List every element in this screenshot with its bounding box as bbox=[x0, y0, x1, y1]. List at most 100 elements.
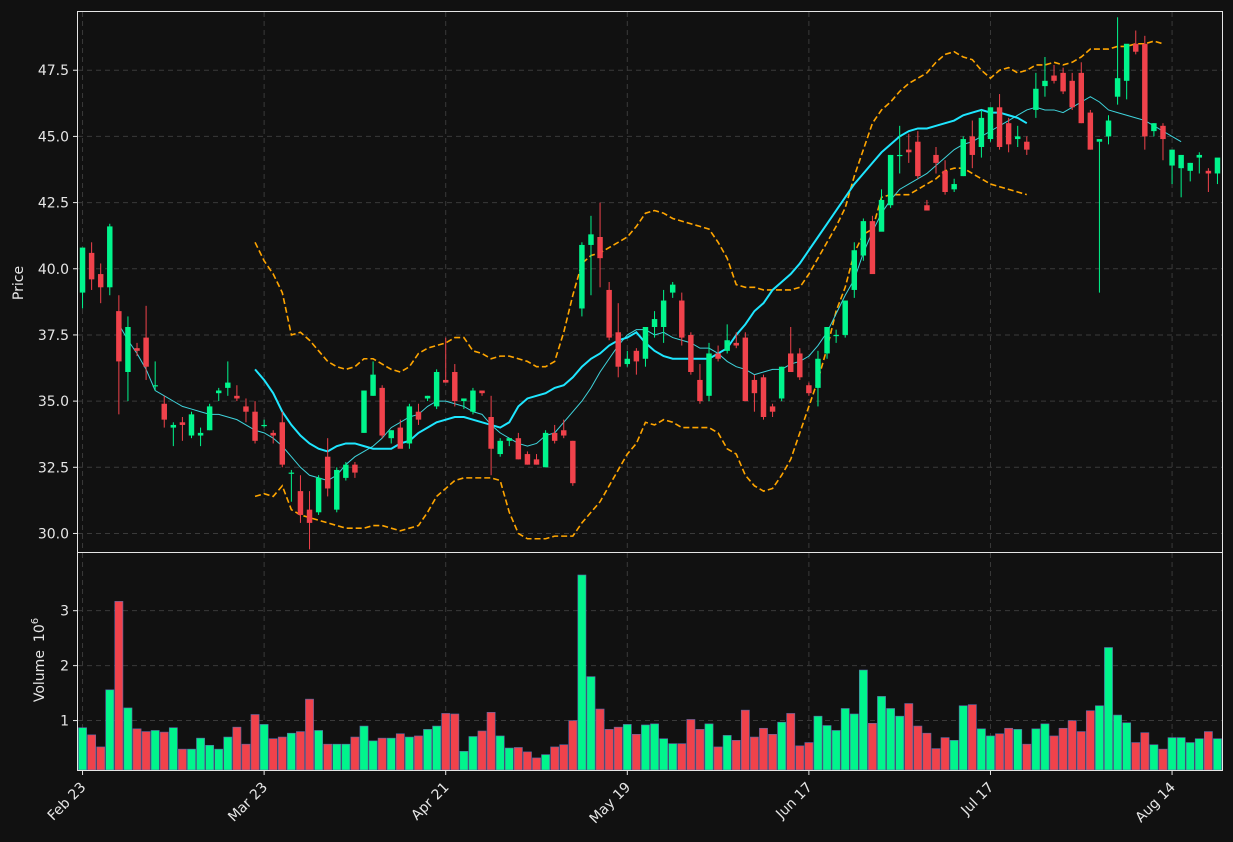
candle-body bbox=[697, 379, 703, 402]
candle-body bbox=[515, 438, 522, 460]
candle-body bbox=[461, 398, 467, 402]
volume-bar bbox=[1058, 727, 1068, 771]
candle-body bbox=[1024, 141, 1030, 150]
volume-bar bbox=[967, 704, 977, 771]
price-tick-label: 42.5 bbox=[38, 196, 69, 212]
volume-bar bbox=[895, 715, 905, 771]
candle-body bbox=[951, 184, 957, 190]
volume-bar bbox=[613, 726, 623, 771]
volume-bar bbox=[604, 729, 614, 771]
volume-bar bbox=[241, 743, 251, 771]
volume-bar bbox=[595, 708, 605, 771]
volume-bar bbox=[1013, 729, 1023, 771]
volume-bar bbox=[159, 731, 169, 771]
candle-body bbox=[551, 432, 558, 441]
candle-body bbox=[1005, 123, 1012, 145]
volume-bar bbox=[414, 735, 423, 771]
candle-body bbox=[1087, 112, 1094, 150]
volume-bar bbox=[586, 676, 596, 771]
candle-body bbox=[788, 353, 794, 372]
volume-bar bbox=[659, 738, 669, 771]
candle-body bbox=[324, 456, 331, 489]
candle-body bbox=[1014, 136, 1021, 140]
candle-body bbox=[79, 247, 86, 293]
candle-body bbox=[715, 353, 721, 359]
volume-bar bbox=[532, 757, 541, 771]
volume-panel-frame bbox=[77, 552, 1223, 771]
candle-body bbox=[851, 250, 858, 290]
candle-body bbox=[842, 300, 848, 335]
moving-averages bbox=[118, 96, 1182, 482]
candle-body bbox=[869, 221, 876, 275]
volume-bar bbox=[205, 744, 215, 771]
candle-body bbox=[933, 154, 939, 163]
candle-body bbox=[570, 440, 576, 484]
volume-bar bbox=[259, 724, 269, 771]
candle-body bbox=[588, 234, 594, 245]
volume-bar bbox=[477, 730, 487, 771]
candle-body bbox=[470, 390, 476, 412]
volume-y-axis: 1 2 3 bbox=[60, 604, 78, 730]
volume-bar bbox=[432, 725, 442, 771]
candle-body bbox=[733, 342, 739, 346]
candle-body bbox=[88, 252, 95, 280]
candle-body bbox=[270, 432, 276, 436]
lower-band-line bbox=[254, 167, 1028, 540]
candle-body bbox=[915, 141, 921, 177]
volume-bar bbox=[677, 743, 687, 771]
volume-bar bbox=[1176, 737, 1186, 771]
candle-body bbox=[542, 432, 549, 468]
candle-body bbox=[252, 411, 258, 441]
volume-bar bbox=[1113, 714, 1122, 771]
candlesticks bbox=[79, 17, 1221, 550]
candle-body bbox=[706, 353, 712, 396]
volume-bar bbox=[305, 698, 314, 771]
volume-bar bbox=[831, 730, 841, 771]
candle-body bbox=[1069, 80, 1075, 108]
bollinger-bands bbox=[254, 40, 1164, 540]
candle-body bbox=[370, 374, 376, 396]
volume-bar bbox=[495, 735, 505, 771]
volume-bar bbox=[840, 708, 850, 771]
candle-body bbox=[778, 366, 785, 399]
candle-body bbox=[906, 149, 912, 153]
candle-body bbox=[960, 139, 966, 177]
candle-body bbox=[1142, 43, 1148, 137]
candle-body bbox=[942, 170, 948, 192]
volume-bar bbox=[1158, 748, 1168, 771]
volume-bar bbox=[214, 748, 224, 771]
volume-bar bbox=[740, 709, 750, 771]
volume-bar bbox=[350, 736, 360, 771]
volume-bar bbox=[1076, 731, 1086, 771]
volume-bar bbox=[486, 712, 496, 771]
volume-bar bbox=[250, 714, 260, 771]
candle-body bbox=[1096, 139, 1103, 142]
candle-body bbox=[243, 406, 249, 412]
candle-body bbox=[234, 395, 240, 399]
candle-body bbox=[216, 390, 222, 394]
candle-body bbox=[206, 406, 213, 431]
volume-bar bbox=[668, 743, 678, 771]
volume-bar bbox=[849, 713, 859, 771]
volume-bar bbox=[995, 733, 1004, 771]
volume-bar bbox=[904, 703, 914, 771]
volume-bar bbox=[323, 743, 333, 771]
volume-bar bbox=[641, 724, 650, 771]
volume-bar bbox=[277, 736, 287, 771]
price-tick-label: 37.5 bbox=[38, 328, 69, 344]
candle-body bbox=[170, 424, 177, 428]
volume-bar bbox=[1085, 710, 1095, 771]
candle-body bbox=[134, 348, 140, 351]
candle-body bbox=[1178, 154, 1184, 169]
volume-bar bbox=[96, 746, 106, 771]
candle-body bbox=[334, 469, 340, 510]
volume-bar bbox=[105, 689, 115, 771]
candle-body bbox=[1205, 170, 1212, 174]
volume-axis-title-text: Volume bbox=[32, 650, 48, 702]
volume-bar bbox=[777, 721, 787, 771]
candle-body bbox=[615, 332, 621, 367]
candle-body bbox=[497, 440, 503, 455]
volume-bar bbox=[114, 601, 124, 771]
candle-body bbox=[1078, 72, 1084, 124]
volume-bar bbox=[187, 748, 196, 771]
